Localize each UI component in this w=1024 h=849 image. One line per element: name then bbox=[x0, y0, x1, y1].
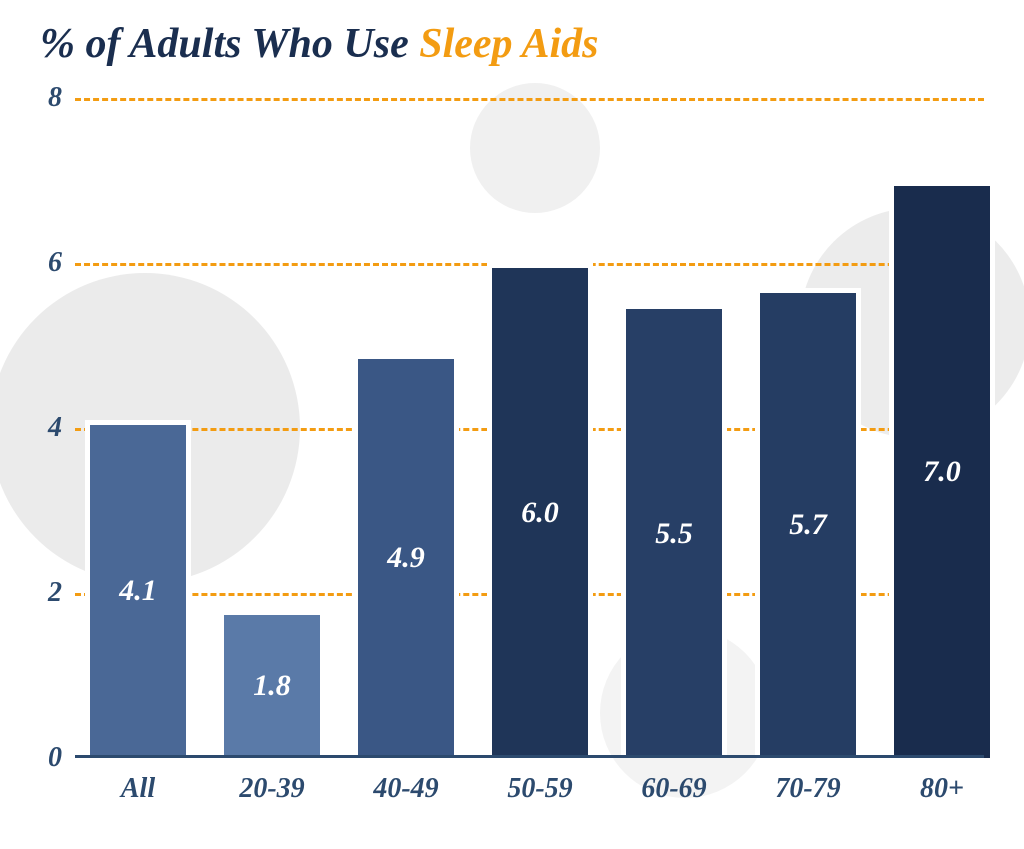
y-tick-label: 0 bbox=[48, 742, 62, 774]
bar: 1.8 bbox=[219, 610, 325, 759]
chart-title: % of Adults Who Use Sleep Aids bbox=[30, 20, 994, 68]
x-tick-label: 60-69 bbox=[641, 773, 706, 805]
bar: 4.1 bbox=[85, 420, 191, 758]
y-tick-label: 6 bbox=[48, 247, 62, 279]
title-highlight: Sleep Aids bbox=[419, 21, 598, 67]
bar-value-label: 1.8 bbox=[253, 669, 291, 703]
bar-group: 5.5 bbox=[621, 304, 727, 758]
y-tick-label: 2 bbox=[48, 577, 62, 609]
title-prefix: % of Adults Who Use bbox=[40, 21, 419, 67]
chart-container: % of Adults Who Use Sleep Aids 0 2 4 6 8 4.1… bbox=[0, 0, 1024, 849]
bar-group: 1.8 bbox=[219, 610, 325, 759]
bar-value-label: 4.9 bbox=[387, 541, 425, 575]
chart-area: 02468 4.11.84.96.05.55.77.0 All20-3940-4… bbox=[30, 98, 994, 818]
bar: 4.9 bbox=[353, 354, 459, 758]
bar: 7.0 bbox=[889, 181, 995, 759]
y-tick-label: 4 bbox=[48, 412, 62, 444]
bar-group: 6.0 bbox=[487, 263, 593, 758]
x-tick-label: All bbox=[121, 773, 155, 805]
bar-value-label: 7.0 bbox=[923, 455, 961, 489]
x-axis-labels: All 20-39 40-49 50-59 60-69 70-79 80+ bbox=[75, 763, 984, 818]
bar: 5.5 bbox=[621, 304, 727, 758]
bar-value-label: 5.7 bbox=[789, 508, 827, 542]
x-tick-label: 20-39 bbox=[239, 773, 304, 805]
bar-value-label: 6.0 bbox=[521, 496, 559, 530]
bar-group: 4.9 bbox=[353, 354, 459, 758]
bar: 6.0 bbox=[487, 263, 593, 758]
bar-group: 4.1 bbox=[85, 420, 191, 758]
bar-value-label: 4.1 bbox=[119, 574, 157, 608]
bar-group: 5.7 bbox=[755, 288, 861, 758]
x-tick-label: 40-49 bbox=[373, 773, 438, 805]
plot-area: 4.1 1.8 4.9 6.0 5.5 5.7 7.0 bbox=[75, 98, 984, 758]
y-axis: 02468 bbox=[30, 98, 70, 818]
y-tick-label: 8 bbox=[48, 82, 62, 114]
bar: 5.7 bbox=[755, 288, 861, 758]
baseline bbox=[75, 755, 984, 758]
bar-group: 7.0 bbox=[889, 181, 995, 759]
bar-value-label: 5.5 bbox=[655, 517, 693, 551]
x-tick-label: 70-79 bbox=[775, 773, 840, 805]
x-tick-label: 80+ bbox=[920, 773, 964, 805]
x-tick-label: 50-59 bbox=[507, 773, 572, 805]
